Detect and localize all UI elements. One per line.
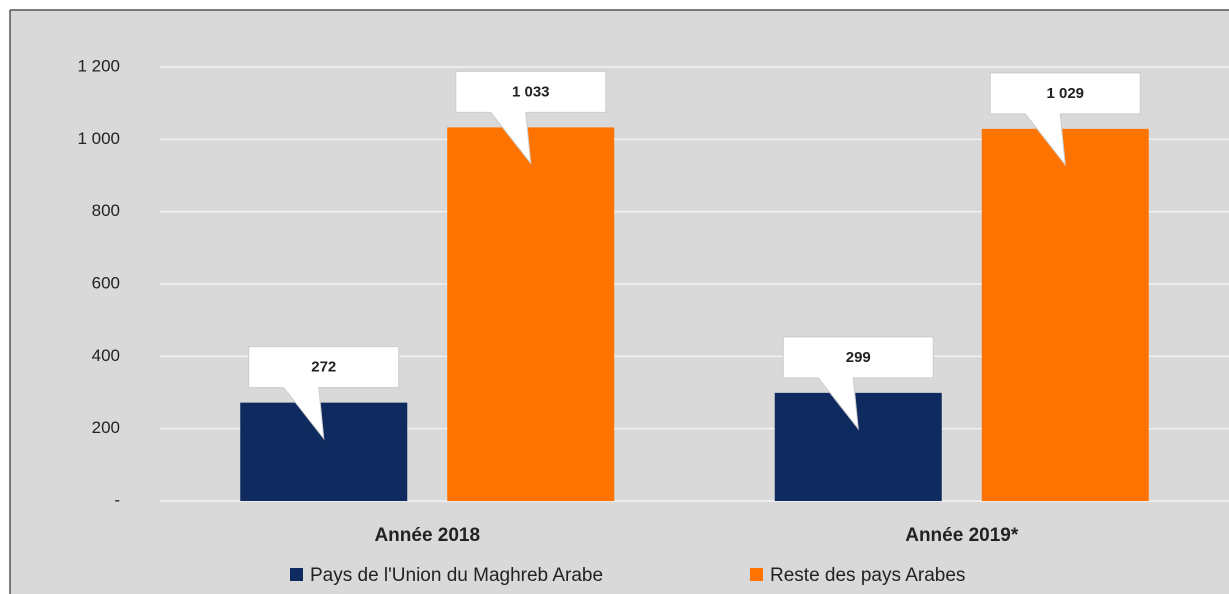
y-tick-label: 400 bbox=[92, 346, 120, 365]
legend-label: Pays de l'Union du Maghreb Arabe bbox=[310, 565, 603, 586]
x-tick-label: Année 2019* bbox=[905, 525, 1019, 546]
data-label: 299 bbox=[846, 349, 871, 366]
y-tick-label: 1 000 bbox=[77, 129, 120, 148]
bar bbox=[981, 128, 1149, 501]
x-tick-label: Année 2018 bbox=[374, 525, 480, 546]
bar bbox=[447, 127, 615, 502]
callout bbox=[455, 70, 607, 166]
y-tick-label: 800 bbox=[92, 201, 120, 220]
bar bbox=[774, 392, 942, 501]
y-tick-label: 600 bbox=[92, 273, 120, 292]
callout bbox=[989, 72, 1141, 167]
callout bbox=[248, 346, 400, 441]
data-label: 272 bbox=[311, 359, 336, 376]
data-label: 1 033 bbox=[512, 83, 550, 100]
data-label: 1 029 bbox=[1046, 85, 1084, 102]
y-tick-label: - bbox=[114, 490, 120, 509]
legend-swatch bbox=[750, 568, 763, 581]
legend-label: Reste des pays Arabes bbox=[770, 565, 965, 586]
legend-swatch bbox=[290, 568, 303, 581]
callout bbox=[782, 336, 934, 431]
y-tick-label: 200 bbox=[92, 418, 120, 437]
bar bbox=[240, 402, 408, 501]
y-tick-label: 1 200 bbox=[77, 56, 120, 75]
